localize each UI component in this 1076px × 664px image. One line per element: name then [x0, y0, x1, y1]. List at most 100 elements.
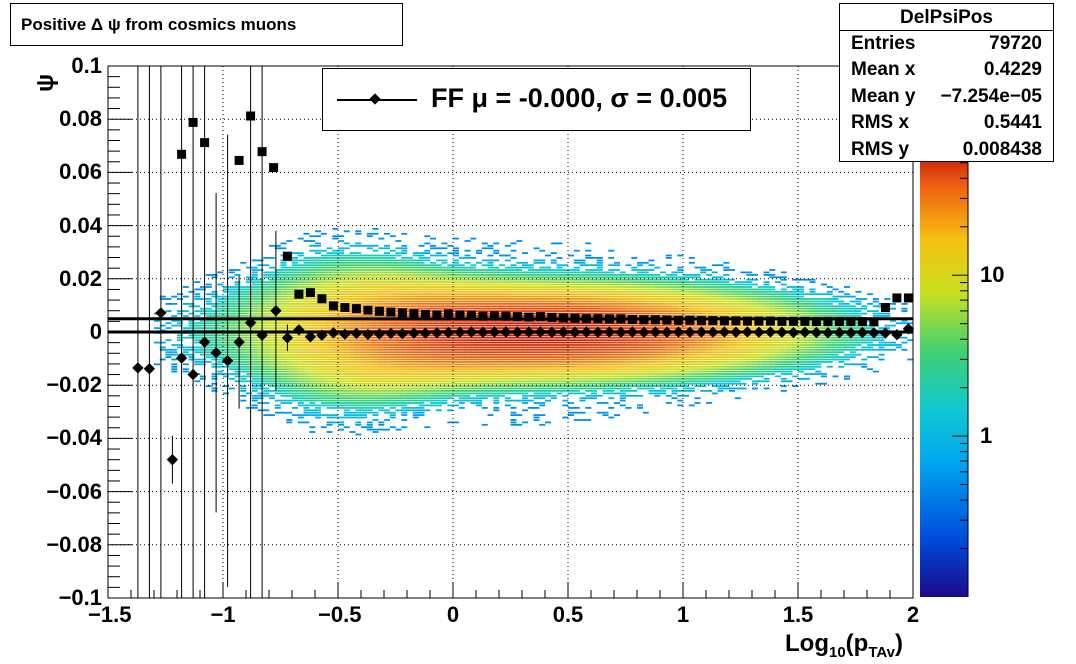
heat-cell	[533, 407, 540, 409]
heat-cell	[550, 356, 557, 358]
heat-cell	[309, 394, 316, 397]
heat-cell	[372, 274, 379, 276]
heat-cell	[614, 356, 620, 358]
heat-cell	[516, 380, 523, 383]
heat-cell	[614, 295, 620, 298]
heat-cell	[320, 356, 327, 358]
heat-cell	[355, 394, 362, 397]
heat-cell	[297, 278, 304, 281]
heat-cell	[269, 382, 275, 385]
heat-cell	[366, 327, 373, 329]
heat-cell	[435, 344, 442, 346]
heat-cell	[355, 348, 362, 351]
heat-cell	[625, 351, 632, 354]
heat-cell	[200, 336, 206, 339]
heat-cell	[303, 380, 310, 383]
heat-cell	[309, 300, 316, 303]
heat-cell	[447, 324, 454, 327]
heat-cell	[263, 288, 270, 291]
heat-cell	[539, 274, 546, 276]
heat-cell	[625, 303, 632, 305]
heat-cell	[280, 353, 287, 356]
heat-cell	[366, 269, 373, 271]
heat-cell	[654, 266, 661, 269]
heat-cell	[418, 365, 425, 368]
heat-cell	[401, 269, 408, 271]
heat-cell	[556, 271, 563, 274]
heat-cell	[435, 266, 442, 269]
heat-cell	[292, 373, 298, 375]
heat-cell	[516, 346, 523, 349]
heat-cell	[246, 305, 252, 308]
heat-cell	[642, 283, 649, 286]
heat-cell	[585, 324, 592, 327]
heat-cell	[447, 300, 454, 303]
heat-cell	[545, 281, 551, 283]
heat-cell	[343, 404, 350, 407]
heat-cell	[361, 261, 367, 264]
heat-cell	[476, 274, 482, 276]
heat-cell	[401, 266, 408, 269]
heat-cell	[556, 327, 563, 329]
heat-cell	[343, 300, 350, 303]
heat-cell	[579, 298, 586, 300]
heat-cell	[217, 327, 224, 329]
heat-cell	[257, 346, 264, 349]
heat-cell	[435, 295, 442, 298]
heat-cell	[378, 254, 385, 257]
heat-cell	[476, 380, 482, 383]
heat-cell	[602, 341, 609, 344]
heat-cell	[372, 373, 379, 375]
heat-cell	[372, 283, 379, 286]
heat-cell	[355, 361, 362, 363]
heat-cell	[441, 377, 448, 380]
heat-cell	[211, 358, 218, 361]
heat-cell	[205, 312, 212, 315]
heat-cell	[447, 274, 454, 276]
heat-cell	[188, 334, 195, 337]
heat-cell	[619, 365, 626, 368]
heat-cell	[562, 290, 569, 293]
heat-cell	[389, 356, 396, 358]
heat-cell	[240, 327, 247, 329]
heat-cell	[407, 307, 413, 310]
heat-cell	[596, 358, 603, 361]
heat-cell	[389, 339, 396, 342]
heat-cell	[527, 305, 534, 308]
heat-cell	[361, 346, 367, 349]
heat-cell	[504, 269, 511, 271]
heat-cell	[596, 298, 603, 300]
heat-cell	[303, 271, 310, 274]
heat-cell	[366, 363, 373, 366]
heat-cell	[395, 283, 402, 286]
heat-cell	[366, 385, 373, 387]
heat-cell	[619, 288, 626, 291]
heat-cell	[418, 269, 425, 271]
heat-cell	[188, 322, 195, 325]
heat-cell	[401, 336, 408, 339]
heat-cell	[349, 283, 356, 286]
heat-cell	[453, 254, 459, 257]
heat-cell	[585, 407, 592, 409]
heat-cell	[263, 276, 270, 279]
heat-cell	[223, 300, 229, 303]
heat-cell	[395, 348, 402, 351]
heat-cell	[516, 368, 523, 371]
heat-cell	[338, 361, 344, 363]
heat-cell	[280, 402, 287, 404]
heat-cell	[412, 385, 419, 387]
heat-cell	[458, 276, 465, 279]
heat-cell	[378, 344, 385, 346]
heat-cell	[315, 348, 321, 351]
heat-cell	[596, 300, 603, 303]
heat-cell	[171, 370, 178, 373]
heat-cell	[539, 307, 546, 310]
heat-cell	[372, 288, 379, 291]
heat-cell	[435, 327, 442, 329]
heat-cell	[568, 303, 574, 305]
heat-cell	[384, 344, 390, 346]
heat-cell	[303, 232, 310, 235]
heat-cell	[251, 281, 258, 283]
heat-cell	[596, 344, 603, 346]
heat-cell	[464, 363, 471, 366]
